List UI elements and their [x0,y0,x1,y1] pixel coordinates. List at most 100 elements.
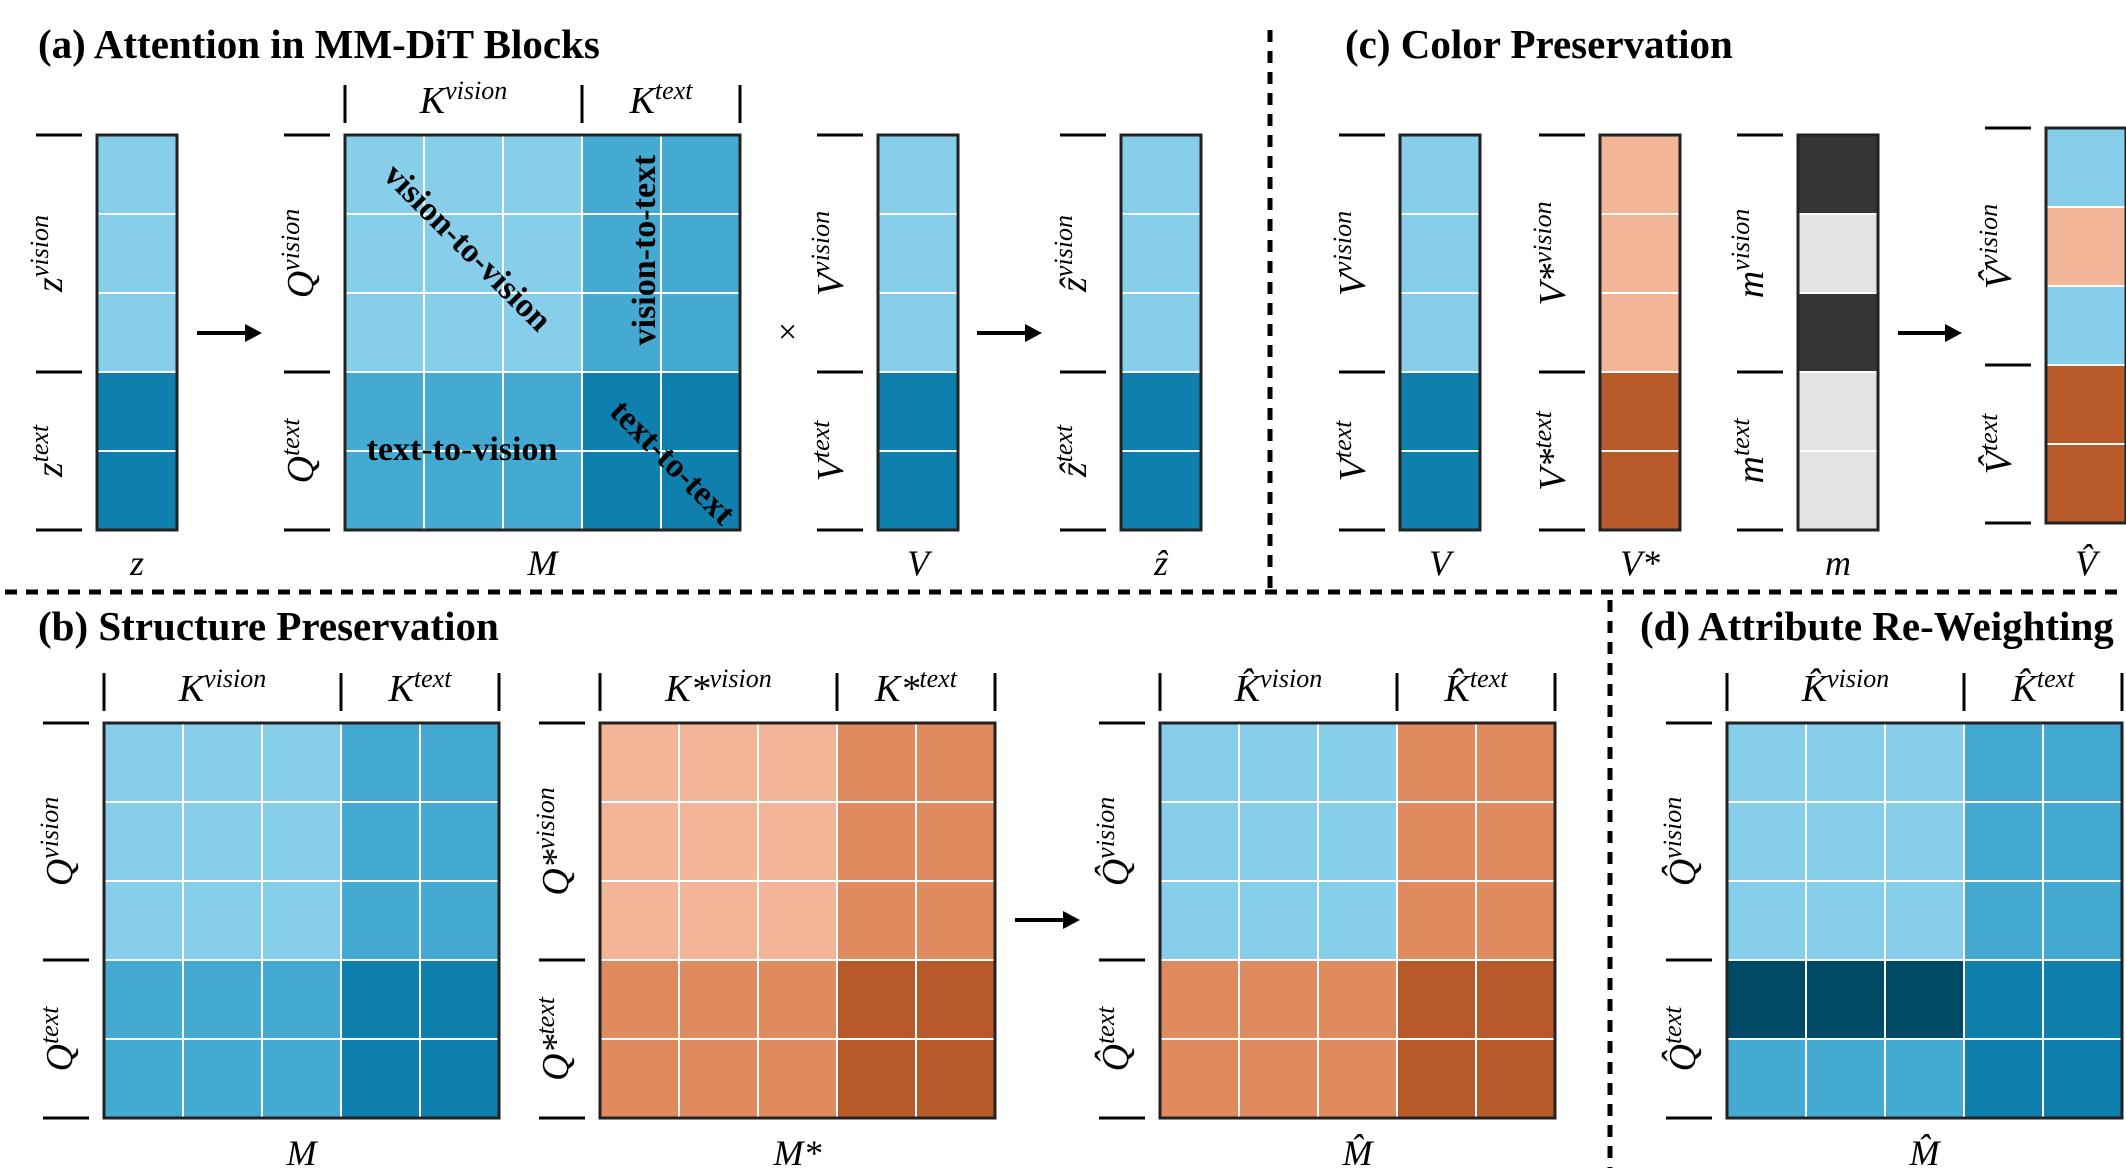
panel-b-attention-matrix-hat-cell [1396,801,1477,882]
panel-b-attention-matrix-star-row-vision-label-symbol: Q* [535,849,577,895]
panel-a-attention-matrix-col-vision-label-superscript: vision [445,76,507,105]
panel-b-attention-matrix-star-cell [599,722,680,803]
panel-a-z-vector-cell [96,134,178,215]
region-text-to-vision: text-to-vision [367,431,558,468]
panel-d-attention-matrix-hat-cell [2042,880,2123,961]
panel-b-attention-matrix-row-text-label-symbol: Q [39,1044,81,1071]
panel-b-attention-matrix-star-col-vision-label-superscript: vision [710,664,772,693]
panel-d-attention-matrix-hat-cell [1726,722,1807,803]
panel-c-mask-vector-cell [1797,450,1879,531]
panel-b-attention-matrix-cell [340,959,421,1040]
panel-b-title: (b) Structure Preservation [38,603,499,649]
panel-c-v-vector-text-label-superscript: text [1328,420,1357,458]
panel-b-attention-matrix-hat-cell [1475,801,1556,882]
panel-a-attention-matrix-cell [502,371,583,452]
panel-c-v-vector-cell [1399,292,1481,373]
panel-d-attention-matrix-hat-cell [1726,880,1807,961]
panel-a-zhat-vector-cell [1120,292,1202,373]
arrow-icon [1015,911,1080,929]
panel-b-attention-matrix-star-cell [757,722,838,803]
panel-a-attention-matrix-row-text-label-superscript: text [276,418,305,456]
panel-c-v-vector-outline [1398,133,1482,532]
panel-d-attention-matrix-hat-cell [1963,722,2044,803]
panel-c-vstar-vector-cell [1599,371,1681,452]
panel-d-attention-matrix-hat [1666,673,2124,1120]
panel-b-attention-matrix-star-cell [678,1038,759,1119]
panel-b-attention-matrix-star-cell [757,801,838,882]
panel-a-v-vector-cell [877,134,959,215]
panel-c-mask-vector [1737,133,1880,532]
panel-b-attention-matrix-cell [103,880,184,961]
panel-b-attention-matrix-hat-row-text-label-symbol: Q̂ [1094,1044,1137,1071]
panel-b-attention-matrix-hat-cell [1317,1038,1398,1119]
panel-a-v-vector-vision-label-symbol: V [810,269,852,296]
panel-c-vstar-vector-cell [1599,292,1681,373]
panel-b-attention-matrix-hat-row-vision-label-superscript: vision [1091,797,1120,859]
panel-d-attention-matrix-hat-cell [1805,722,1886,803]
panel-d-attention-matrix-hat-row-text-label-superscript: text [1658,1006,1687,1044]
panel-b-attention-matrix-outline [102,721,501,1120]
panel-b-attention-matrix-star-col-vision-label: K*vision [664,664,771,710]
panel-b-attention-matrix-cell [340,801,421,882]
panel-a-attention-matrix-cell [423,213,504,294]
panel-b-attention-matrix-hat-cell [1159,959,1240,1040]
panel-b-attention-matrix-star-cell [836,722,917,803]
panel-c-v-vector-cell [1399,134,1481,215]
panel-b-attention-matrix-hat-col-vision-label: K̂vision [1234,664,1322,710]
panel-b-attention-matrix-hat-cell [1238,880,1319,961]
panel-b-attention-matrix-hat-row-text-label: Q̂text [1091,1006,1137,1072]
panel-d-attention-matrix-hat-col-vision-label: K̂vision [1801,664,1889,710]
panel-b-attention-matrix-star-cell [915,722,996,803]
panel-a-zhat-vector-vision-label-symbol: ẑ [1053,276,1095,293]
panel-b-attention-matrix-star-cell [757,880,838,961]
panel-d-attention-matrix-hat-cell [2042,801,2123,882]
panel-c-v-vector-caption: V [1429,543,1455,583]
panel-d-title: (d) Attribute Re-Weighting [1640,603,2114,649]
panel-b-attention-matrix-col-text-label: Ktext [388,664,453,710]
panel-b-attention-matrix-col-vision-label: Kvision [178,664,266,710]
panel-c-vstar-vector-cell [1599,134,1681,215]
panel-b-attention-matrix-hat-cell [1396,959,1477,1040]
panel-b-attention-matrix-star-cell [757,1038,838,1119]
panel-b-attention-matrix-star-cell [678,801,759,882]
panel-b-attention-matrix-star-cell [915,1038,996,1119]
panel-c-vstar-vector-text-label-superscript: text [1528,410,1557,448]
panel-c-vhat-vector-outline [2044,126,2126,525]
panel-c-vstar-vector-cell [1599,213,1681,294]
panel-b-attention-matrix-cell [419,722,500,803]
panel-b-attention-matrix-hat-cell [1317,722,1398,803]
panel-c-vhat-vector-text-label-superscript: text [1974,413,2003,451]
panel-d-attention-matrix-hat-cell [1726,959,1807,1040]
panel-b-attention-matrix-star-cell [599,1038,680,1119]
panel-b-attention-matrix-row-vision-label-superscript: vision [35,797,64,859]
panel-b-attention-matrix-cell [103,722,184,803]
panel-a-attention-matrix-cell [660,213,741,294]
panel-b-attention-matrix-cell [261,959,342,1040]
panel-d-attention-matrix-hat-cell [1884,959,1965,1040]
panel-c-v-vector [1339,133,1482,532]
panel-d-attention-matrix-hat-cell [1963,880,2044,961]
panel-b-attention-matrix-cell [419,880,500,961]
panel-a-attention-matrix-cell [502,292,583,373]
panel-a-zhat-vector-text-label-superscript: text [1049,424,1078,462]
panel-a-v-vector [817,133,960,532]
panel-b-attention-matrix-star-col-text-label-superscript: text [919,664,957,693]
panel-c-vhat-vector-cell [2045,285,2126,366]
panel-c-mask-vector-cell [1797,292,1879,373]
panel-a-attention-matrix-cell [344,213,425,294]
panel-b-attention-matrix-cell [182,722,263,803]
panel-b-attention-matrix-row-vision-label: Qvision [35,797,81,887]
panel-b-attention-matrix-star-cell [599,880,680,961]
panel-d-attention-matrix-hat-col-text-label: K̂text [2011,664,2076,710]
panel-c-vstar-vector-vision-label-symbol: V* [1532,263,1574,305]
panel-b-attention-matrix-star-row-text-label-superscript: text [531,996,560,1034]
panel-c-mask-vector-cell [1797,134,1879,215]
panel-b-attention-matrix-hat-cell [1317,801,1398,882]
panel-b-attention-matrix-hat-cell [1475,959,1556,1040]
panel-b-attention-matrix-cell [261,1038,342,1119]
panel-a-attention-matrix-cell [344,292,425,373]
panel-b-attention-matrix-hat-cell [1396,880,1477,961]
panel-d-attention-matrix-hat-caption: M̂ [1909,1133,1942,1168]
region-vision-to-text: vision-to-text [626,154,663,345]
